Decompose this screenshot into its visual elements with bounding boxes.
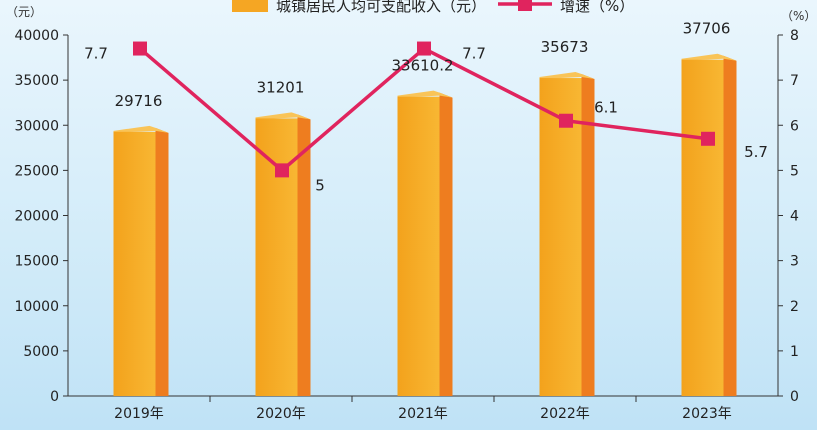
bar [255, 118, 298, 396]
x-category-label: 2023年 [682, 406, 732, 422]
bar-top [681, 53, 737, 61]
growth-value-label: 7.7 [84, 45, 108, 63]
x-category-label: 2022年 [540, 406, 590, 422]
bar-side [581, 74, 595, 396]
right-axis-unit: （%） [781, 9, 816, 23]
growth-value-label: 6.1 [594, 99, 618, 117]
x-category-label: 2020年 [256, 406, 306, 422]
bar-top [255, 112, 311, 120]
growth-point [133, 41, 147, 56]
left-tick-label: 15000 [14, 254, 59, 270]
bar-value-label: 31201 [257, 78, 305, 96]
growth-value-label: 5 [315, 176, 325, 194]
bar-side [155, 127, 169, 396]
legend-line-marker [518, 0, 532, 11]
left-tick-label: 5000 [23, 344, 59, 360]
legend-line-label: 增速（%） [560, 0, 634, 15]
bar-side [439, 92, 453, 397]
bar-value-label: 33610.2 [391, 57, 453, 75]
left-tick-label: 30000 [14, 118, 59, 134]
right-tick-label: 5 [790, 163, 799, 179]
bar [681, 59, 724, 397]
bar-value-label: 29716 [115, 92, 163, 110]
bar-side [297, 114, 311, 396]
right-tick-label: 4 [790, 209, 799, 225]
right-tick-label: 2 [790, 299, 799, 315]
right-tick-label: 3 [790, 254, 799, 270]
x-category-label: 2021年 [398, 406, 448, 422]
growth-point [275, 163, 289, 178]
bar [397, 96, 440, 397]
bar [113, 131, 156, 396]
right-tick-label: 0 [790, 389, 799, 405]
left-tick-label: 10000 [14, 299, 59, 315]
growth-point [701, 131, 715, 146]
right-tick-label: 8 [790, 28, 799, 44]
legend-bar-label: 城镇居民人均可支配收入（元） [276, 0, 486, 15]
growth-point [417, 41, 431, 56]
bar-side [723, 55, 737, 397]
bar-value-label: 37706 [683, 20, 731, 38]
bar [539, 78, 582, 396]
growth-value-label: 5.7 [744, 143, 768, 161]
left-tick-label: 25000 [14, 163, 59, 179]
bar-top [113, 125, 169, 133]
bar-top [397, 90, 453, 98]
right-tick-label: 1 [790, 344, 799, 360]
left-axis-unit: （元） [6, 5, 42, 19]
bar-top [539, 72, 595, 80]
left-tick-label: 40000 [14, 28, 59, 44]
left-tick-label: 35000 [14, 73, 59, 89]
x-category-label: 2019年 [114, 406, 164, 422]
growth-point [559, 113, 573, 128]
right-tick-label: 6 [790, 118, 799, 134]
growth-value-label: 7.7 [462, 45, 486, 63]
left-tick-label: 20000 [14, 209, 59, 225]
legend-bar-swatch [232, 0, 268, 12]
bar-value-label: 35673 [541, 38, 589, 56]
right-tick-label: 7 [790, 73, 799, 89]
left-tick-label: 0 [50, 389, 59, 405]
